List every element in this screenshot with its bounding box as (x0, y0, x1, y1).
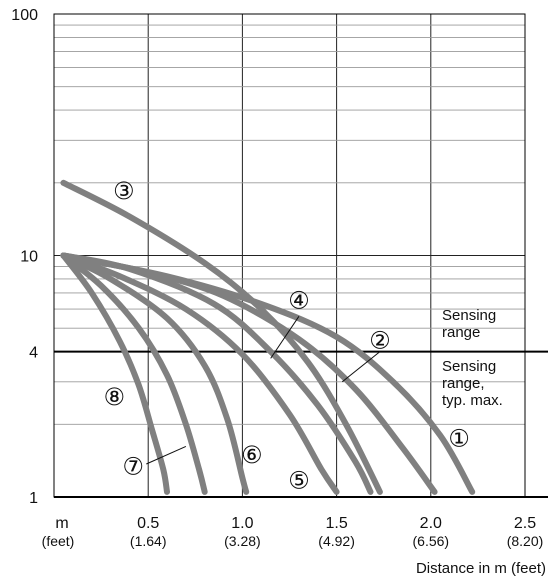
x-tick-sub-label-1.0: (3.28) (224, 533, 261, 549)
x-tick-sub-label-1.5: (4.92) (318, 533, 355, 549)
curve-marker-8: ⑧ (104, 383, 126, 411)
x-tick-label-2.5: 2.5 (514, 515, 536, 532)
x-axis-unit: m (55, 515, 68, 532)
x-axis-unit-sub: (feet) (42, 533, 75, 549)
curve-marker-2: ② (369, 326, 391, 354)
tick-labels: 1 4 10 100 0.5(1.64) 1.0(3.28) 1.5(4.92) 2.0(6.… (11, 7, 543, 549)
x-tick-sub-label-2.5: (8.20) (507, 533, 544, 549)
x-tick-label-1.0: 1.0 (231, 515, 253, 532)
x-tick-sub-label-0.5: (1.64) (130, 533, 167, 549)
annotation-above-line-1: Sensing (442, 307, 496, 324)
curve-marker-1: ① (448, 424, 470, 452)
curve-marker-6: ⑥ (241, 441, 263, 469)
curve-marker-3: ③ (113, 177, 135, 205)
curve-marker-5: ⑤ (288, 467, 310, 495)
annotation-below-line-1: Sensing (442, 358, 496, 375)
series-curve-3 (60, 179, 383, 495)
annotation-below-line-3: typ. max. (442, 392, 503, 409)
leader-line-3 (146, 445, 187, 465)
series-curve-8 (60, 252, 170, 495)
series-group (60, 179, 476, 495)
series-curve-7 (60, 252, 208, 495)
annotation-above-line-2: range (442, 324, 480, 341)
leader-line-1 (270, 316, 300, 359)
series-curve-4 (60, 252, 374, 495)
y-tick-label-10: 10 (20, 249, 38, 266)
x-tick-label-0.5: 0.5 (137, 515, 159, 532)
x-axis-label: Distance in m (feet) (416, 560, 546, 577)
annotation-below-line-2: range, (442, 375, 485, 392)
leader-lines (146, 316, 381, 465)
curve-marker-7: ⑦ (122, 452, 144, 480)
y-tick-label-100: 100 (11, 7, 38, 24)
series-curve-5 (60, 252, 340, 495)
leader-line-2 (341, 351, 381, 383)
curve-markers: ① ② ③ ④ ⑤⑥ ⑦ ⑧ (104, 177, 470, 495)
curve-marker-4: ④ (288, 287, 310, 315)
x-tick-label-2.0: 2.0 (420, 515, 442, 532)
y-tick-label-4: 4 (29, 345, 38, 362)
x-tick-label-1.5: 1.5 (325, 515, 347, 532)
y-tick-label-1: 1 (29, 490, 38, 507)
x-tick-sub-label-2.0: (6.56) (413, 533, 450, 549)
series-curve-6 (60, 252, 250, 495)
plot-frame (53, 13, 548, 498)
